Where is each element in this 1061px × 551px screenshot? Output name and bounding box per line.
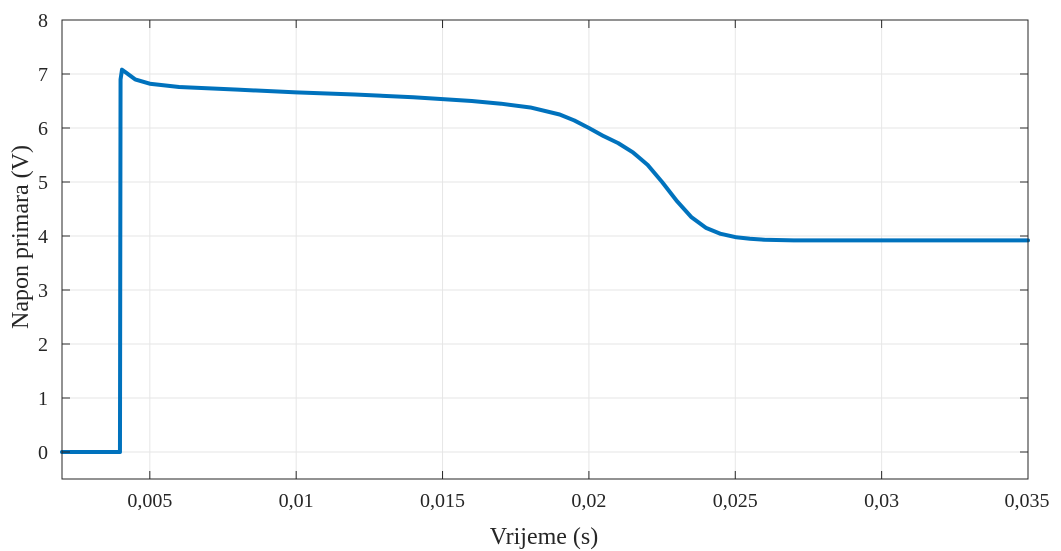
x-axis-label: Vrijeme (s) — [490, 524, 599, 550]
series-line — [60, 67, 1030, 454]
x-tick-label: 0,005 — [127, 490, 172, 512]
x-tick-label: 0,01 — [279, 490, 314, 512]
x-tick-label: 0,02 — [571, 490, 606, 512]
tick-label-layer: 0,005 0,01 0,015 0,02 0,025 0,03 0,035 0 1 2 3 4 5 6 7… — [38, 10, 1050, 512]
y-tick-label: 8 — [38, 10, 48, 32]
y-tick-label: 4 — [38, 226, 48, 248]
x-tick-label: 0,03 — [864, 490, 899, 512]
x-tick-label: 0,035 — [1005, 490, 1050, 512]
series-layer — [60, 67, 1030, 454]
grid-layer — [62, 19, 1029, 479]
x-tick-label: 0,025 — [713, 490, 758, 512]
y-tick-label: 7 — [38, 64, 48, 86]
y-tick-label: 1 — [38, 388, 48, 410]
axes-frame — [61, 19, 1029, 480]
y-tick-label: 0 — [38, 442, 48, 464]
x-tick-label: 0,015 — [420, 490, 465, 512]
y-tick-label: 6 — [38, 118, 48, 140]
y-tick-label: 5 — [38, 172, 48, 194]
y-tick-label: 3 — [38, 280, 48, 302]
axes-layer — [61, 19, 1029, 480]
y-axis-label: Napon primara (V) — [8, 145, 34, 329]
y-tick-label: 2 — [38, 334, 48, 356]
